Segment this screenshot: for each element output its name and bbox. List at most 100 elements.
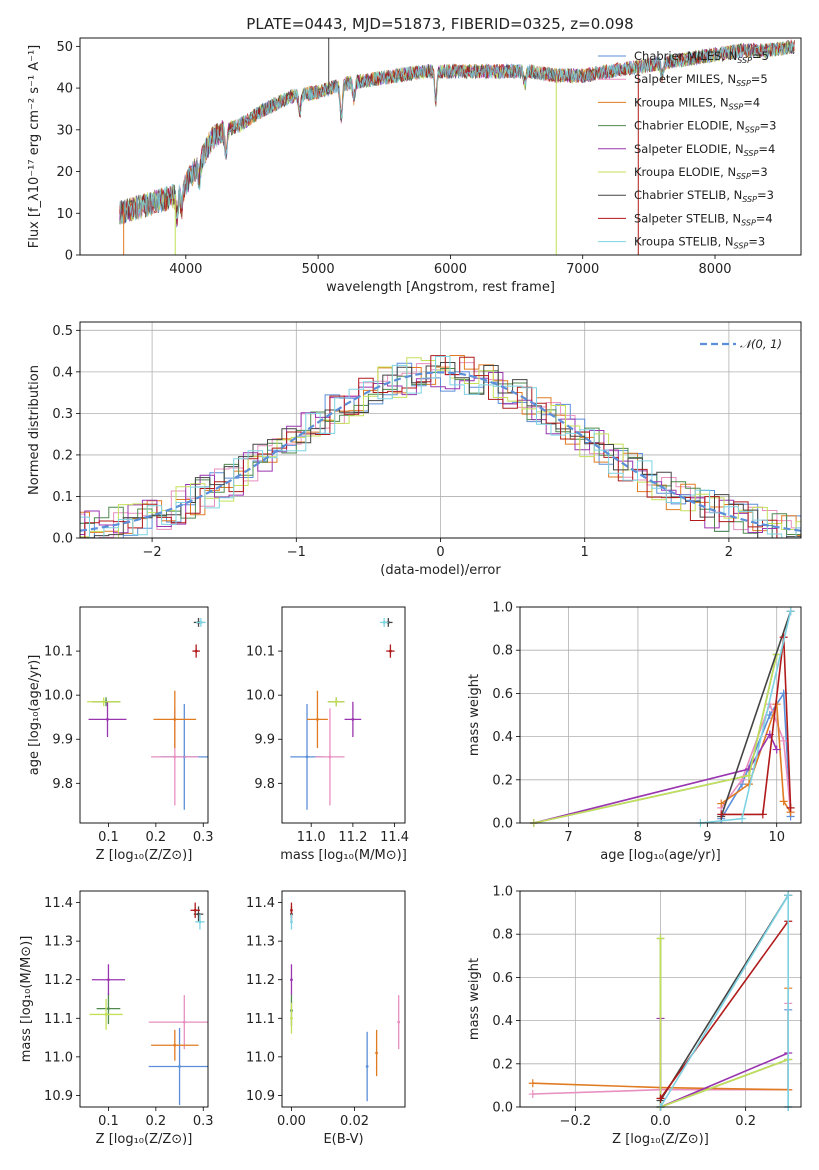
- data-point: [328, 755, 332, 759]
- legend-text: Chabrier MILES, N: [634, 49, 737, 63]
- y-tick-label: 11.2: [44, 973, 73, 988]
- data-point: [173, 718, 177, 721]
- y-tick-label: 11.3: [246, 935, 275, 950]
- y-tick-label: 0.1: [52, 490, 73, 505]
- x-tick-label: 11.2: [338, 830, 367, 845]
- x-tick-label: 0.1: [98, 830, 119, 845]
- x-tick-label: 8: [634, 830, 642, 845]
- weight-line-chabrier-stelib: [720, 611, 792, 817]
- y-tick-label: 40: [56, 82, 73, 97]
- weight-marker: [786, 607, 795, 616]
- y-axis-label: Flux [f_λ10⁻¹⁷ erg cm⁻² s⁻¹ A⁻¹]: [27, 45, 42, 249]
- plot-area: [290, 618, 395, 810]
- weight-line-salpeter-stelib: [659, 920, 789, 1099]
- y-axis-label: mass [log₁₀(M/M⊙)]: [19, 936, 34, 1063]
- normal-curve: [80, 371, 801, 532]
- y-tick-label: 11.1: [246, 1012, 275, 1027]
- y-tick-label: 9.9: [52, 733, 73, 748]
- histogram-kroupa-elodie: [80, 357, 801, 538]
- data-point: [107, 978, 110, 982]
- weight-marker: [528, 1090, 537, 1099]
- legend-text: Chabrier ELODIE, N: [634, 119, 745, 133]
- data-point: [102, 700, 106, 704]
- x-tick-label: 0.3: [193, 1114, 214, 1129]
- legend-text: Kroupa ELODIE, N: [634, 165, 736, 179]
- legend-subscript: SSP: [741, 218, 756, 227]
- weight-marker: [779, 736, 788, 745]
- y-tick-label: 0.2: [52, 448, 73, 463]
- legend-subscript: SSP: [734, 242, 749, 251]
- y-tick-label: 11.1: [44, 1012, 73, 1027]
- y-tick-label: 0.8: [492, 928, 513, 943]
- y-tick-label: 20: [56, 165, 73, 180]
- x-tick-label: −1: [287, 545, 306, 560]
- x-tick-label: −0.2: [560, 1114, 592, 1129]
- x-tick-label: 10: [768, 830, 785, 845]
- legend-text: Kroupa STELIB, N: [634, 235, 734, 249]
- legend-count: =4: [743, 95, 760, 109]
- legend-entry: Salpeter ELODIE, NSSP=4: [634, 142, 775, 158]
- x-tick-label: −2: [143, 545, 162, 560]
- legend-subscript: SSP: [736, 172, 751, 181]
- x-tick-label: 0.02: [340, 1114, 369, 1129]
- x-axis-label: Z [log₁₀(Z/Z⊙)]: [96, 1132, 193, 1147]
- data-point: [104, 1013, 108, 1016]
- legend-count: =5: [752, 49, 769, 63]
- y-tick-label: 10.9: [246, 1089, 275, 1104]
- y-tick-label: 0.6: [492, 971, 513, 986]
- x-axis-label: Z [log₁₀(Z/Z⊙)]: [96, 848, 193, 863]
- y-tick-label: 0.0: [52, 532, 73, 547]
- age-vs-mass-panel: 11.0 11.2 11.4 9.8 9.9 10.0 10.1 mass [log₁₀(M/…: [246, 606, 409, 863]
- data-point: [382, 621, 386, 624]
- legend-subscript: SSP: [737, 56, 752, 65]
- legend-text: Salpeter STELIB, N: [634, 211, 741, 225]
- data-point: [197, 912, 200, 916]
- x-axis-label: wavelength [Angstrom, rest frame]: [326, 280, 555, 295]
- legend-entry: Salpeter STELIB, NSSP=4: [634, 211, 773, 227]
- legend-text: Salpeter ELODIE, N: [634, 142, 744, 156]
- x-tick-label: 1: [581, 545, 589, 560]
- axes-frame: [79, 37, 802, 256]
- legend-entry: Kroupa MILES, NSSP=4: [634, 95, 760, 111]
- histogram-kroupa-stelib: [80, 356, 801, 538]
- y-tick-label: 10.0: [44, 689, 73, 704]
- weight-line-kroupa-elodie: [533, 654, 778, 824]
- y-tick-label: 50: [56, 40, 73, 55]
- weight-vs-age-panel: 7 8 9 10 0.0 0.2 0.4 0.6 0.8 1.0 age [log₁₀(age/yr…: [467, 601, 802, 863]
- y-tick-label: 0.4: [492, 1014, 513, 1029]
- spectrum-panel: 4000 5000 6000 7000 8000 0 10 20 30 40 50 wavelengt…: [27, 37, 802, 295]
- legend-count: =3: [757, 188, 774, 202]
- x-tick-label: 0.1: [98, 1114, 119, 1129]
- y-tick-label: 0: [65, 249, 73, 264]
- data-point: [106, 718, 109, 721]
- data-point: [290, 920, 293, 924]
- weight-marker: [656, 934, 665, 943]
- legend-subscript: SSP: [742, 195, 757, 204]
- data-point: [365, 1065, 369, 1068]
- x-tick-label: 0.0: [650, 1114, 671, 1129]
- data-point: [107, 1007, 110, 1011]
- axes-frame: [519, 606, 802, 824]
- plot-area: [87, 618, 208, 810]
- weight-marker: [784, 891, 793, 900]
- weight-marker: [656, 1094, 665, 1103]
- plot-area: [528, 891, 793, 1111]
- histogram-salpeter-stelib: [80, 355, 801, 538]
- data-point: [305, 755, 309, 759]
- legend-text: Chabrier STELIB, N: [634, 188, 742, 202]
- data-point: [397, 1020, 401, 1024]
- x-tick-label: 11.0: [297, 830, 326, 845]
- axes-frame: [281, 890, 406, 1108]
- histogram-salpeter-miles: [80, 362, 801, 538]
- weight-line-salpeter-elodie: [533, 732, 778, 824]
- y-tick-label: 11.4: [44, 896, 73, 911]
- legend-entry: Kroupa ELODIE, NSSP=3: [634, 165, 768, 181]
- y-axis-label: Normed distribution: [27, 365, 42, 495]
- legend-subscript: SSP: [744, 149, 759, 158]
- legend-count: =3: [751, 165, 768, 179]
- weight-marker: [779, 797, 788, 806]
- x-tick-label: 0: [436, 545, 444, 560]
- weight-marker: [717, 799, 726, 808]
- legend-subscript: SSP: [745, 126, 760, 135]
